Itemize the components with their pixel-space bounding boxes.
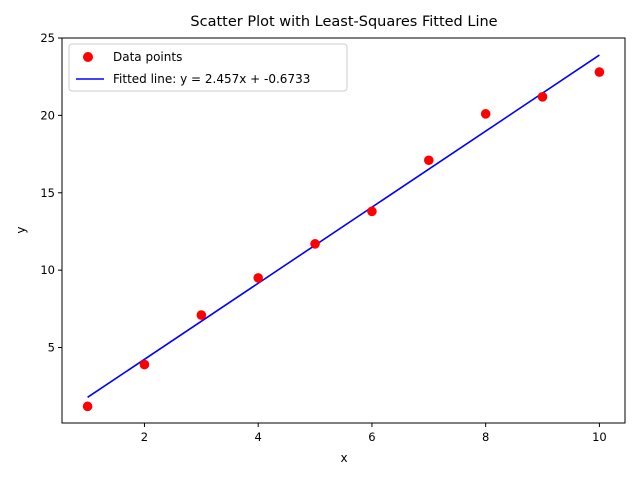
legend: Data points Fitted line: y = 2.457x + -0… [68, 43, 348, 92]
fitted-line [87, 54, 600, 398]
data-point [367, 206, 377, 217]
x-axis: 2 4 6 8 10 [141, 423, 607, 444]
x-tick-label: 6 [368, 430, 375, 444]
legend-entry-fitted-line: Fitted line: y = 2.457x + -0.6733 [113, 72, 310, 86]
x-tick-label: 4 [255, 430, 262, 444]
x-tick-label: 2 [141, 430, 148, 444]
data-point [310, 239, 320, 249]
y-tick-label: 5 [48, 341, 55, 355]
y-tick-label: 20 [40, 108, 55, 122]
legend-scatter-marker [83, 52, 93, 62]
x-axis-label: x [340, 451, 347, 465]
y-axis-label: y [14, 226, 28, 233]
y-axis: 5 10 15 20 25 [40, 31, 62, 355]
y-tick-label: 10 [40, 263, 55, 277]
data-point [253, 273, 263, 283]
data-point [139, 359, 150, 370]
data-point [594, 67, 605, 77]
legend-box [68, 43, 348, 92]
data-point [82, 401, 93, 412]
data-point [537, 92, 548, 102]
x-tick-label: 10 [592, 430, 607, 444]
data-point [424, 155, 434, 166]
y-tick-label: 15 [40, 186, 55, 200]
x-tick-label: 8 [482, 430, 489, 444]
plot-frame [61, 37, 626, 424]
data-point [196, 310, 207, 320]
plot-marks [82, 54, 605, 412]
chart-title: Scatter Plot with Least-Squares Fitted L… [190, 14, 497, 30]
legend-entry-data-points: Data points [113, 50, 182, 64]
y-tick-label: 25 [40, 31, 55, 45]
data-point [480, 109, 491, 119]
